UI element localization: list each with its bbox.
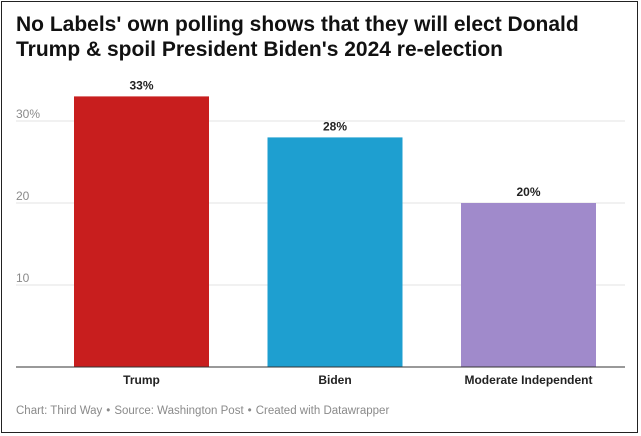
source-note: Source: Washington Post bbox=[114, 405, 244, 417]
footer-separator: • bbox=[106, 405, 111, 417]
data-labels: 33% 28% 20% bbox=[129, 78, 540, 199]
x-tick-label: Moderate Independent bbox=[464, 373, 592, 387]
bar bbox=[267, 137, 403, 367]
x-tick-label: Trump bbox=[123, 373, 160, 387]
y-axis: 10 20 30% bbox=[16, 107, 40, 285]
x-axis: Trump Biden Moderate Independent bbox=[123, 373, 592, 387]
chart-credit: Chart: Third Way bbox=[16, 405, 103, 417]
chart-title: No Labels' own polling shows that they w… bbox=[16, 13, 579, 61]
created-with-note: Created with Datawrapper bbox=[255, 405, 390, 417]
y-tick-label: 10 bbox=[16, 271, 30, 285]
bar bbox=[461, 203, 596, 367]
bars bbox=[74, 96, 596, 368]
bar-value-label: 28% bbox=[323, 119, 347, 133]
x-tick-label: Biden bbox=[318, 373, 351, 387]
bar bbox=[74, 96, 209, 368]
y-tick-label: 30% bbox=[16, 107, 40, 121]
footer-separator: • bbox=[247, 405, 252, 417]
y-tick-label: 20 bbox=[16, 189, 30, 203]
chart-footer: Chart: Third Way • Source: Washington Post… bbox=[16, 405, 389, 417]
bar-value-label: 20% bbox=[516, 185, 540, 199]
bar-value-label: 33% bbox=[129, 78, 153, 92]
